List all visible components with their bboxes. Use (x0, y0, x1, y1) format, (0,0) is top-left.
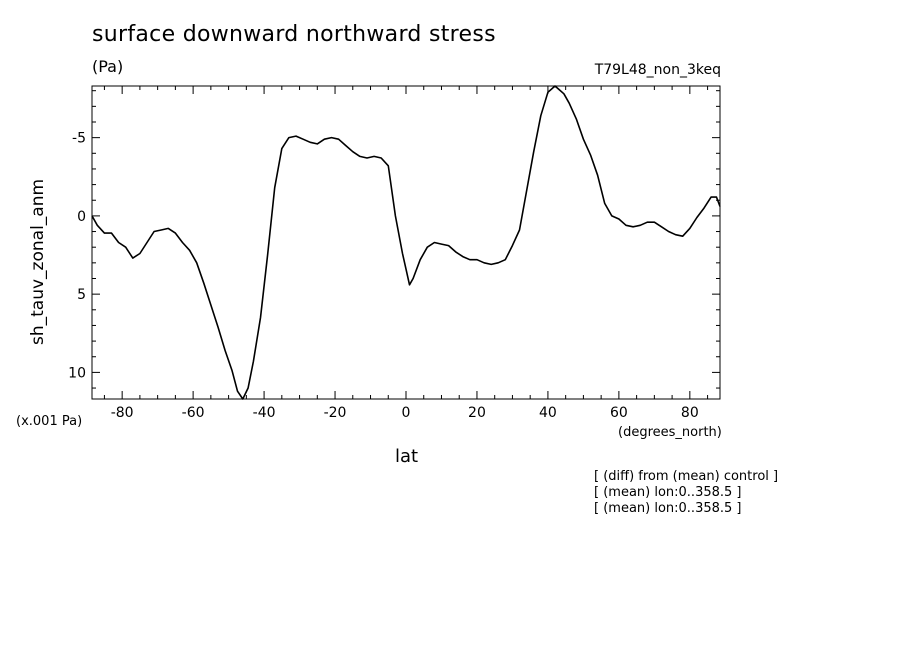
annotation-line: [ (mean) lon:0..358.5 ] (594, 485, 742, 500)
y-tick-label: 0 (77, 209, 86, 225)
x-axis-unit: (degrees_north) (618, 425, 722, 440)
plot-frame (91, 85, 721, 400)
chart-title: surface downward northward stress (92, 22, 496, 47)
annotation-notes: [ (diff) from (mean) control ] [ (mean) … (594, 469, 778, 517)
x-tick-label: -20 (324, 405, 347, 421)
x-tick-label: 40 (539, 405, 557, 421)
series-line (91, 85, 721, 400)
chart-units: (Pa) (92, 57, 124, 76)
x-tick-label: 0 (402, 405, 411, 421)
y-tick-label: 10 (68, 365, 86, 381)
run-id-label: T79L48_non_3keq (594, 62, 721, 78)
annotation-line: [ (diff) from (mean) control ] (594, 469, 779, 484)
y-tick-label: -5 (72, 131, 86, 147)
x-tick-label: 20 (468, 405, 486, 421)
x-tick-label: -40 (253, 405, 276, 421)
y-tick-label: 5 (77, 287, 86, 303)
x-axis-label: lat (395, 446, 419, 467)
x-tick-label: 80 (681, 405, 699, 421)
x-tick-label: 60 (610, 405, 628, 421)
x-tick-label: -60 (182, 405, 205, 421)
annotation-line: [ (mean) lon:0..358.5 ] (594, 501, 742, 516)
x-tick-label: -80 (111, 405, 134, 421)
y-scale-note: (x.001 Pa) (16, 414, 83, 429)
